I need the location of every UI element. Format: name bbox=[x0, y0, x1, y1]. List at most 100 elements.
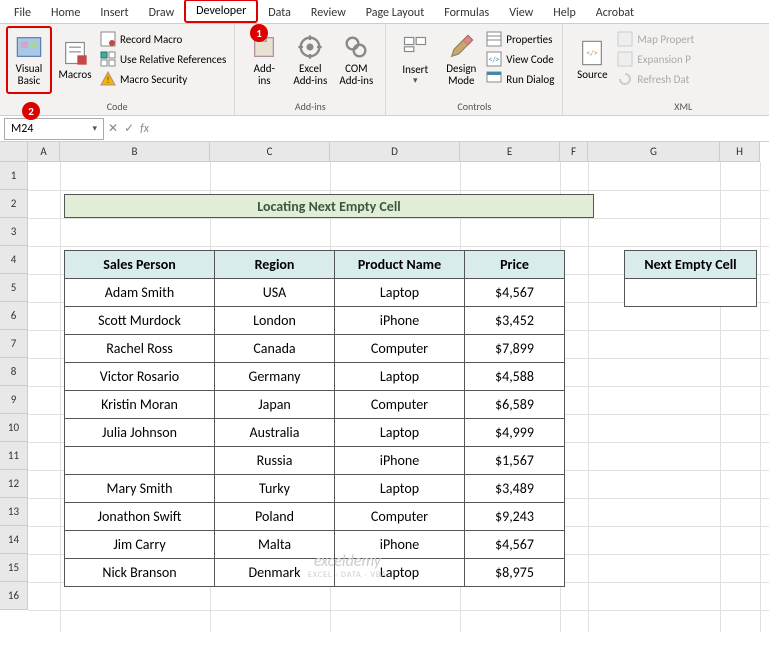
source-button[interactable]: </> Source bbox=[569, 26, 615, 94]
table-cell[interactable]: Kristin Moran bbox=[65, 391, 215, 419]
tab-home[interactable]: Home bbox=[41, 3, 90, 23]
table-cell[interactable]: $6,589 bbox=[465, 391, 565, 419]
row-header-11[interactable]: 11 bbox=[0, 442, 28, 470]
tab-review[interactable]: Review bbox=[301, 3, 356, 23]
table-cell[interactable]: $9,243 bbox=[465, 503, 565, 531]
tab-file[interactable]: File bbox=[4, 3, 41, 23]
table-cell[interactable]: Adam Smith bbox=[65, 279, 215, 307]
col-header-B[interactable]: B bbox=[60, 142, 210, 162]
view-code-button[interactable]: </> View Code bbox=[484, 50, 556, 68]
table-cell[interactable]: $1,567 bbox=[465, 447, 565, 475]
col-header-D[interactable]: D bbox=[330, 142, 460, 162]
col-header-C[interactable]: C bbox=[210, 142, 330, 162]
col-header-H[interactable]: H bbox=[720, 142, 760, 162]
enter-icon[interactable]: ✓ bbox=[124, 121, 134, 136]
row-header-6[interactable]: 6 bbox=[0, 302, 28, 330]
table-cell[interactable]: $7,899 bbox=[465, 335, 565, 363]
table-cell[interactable]: $4,999 bbox=[465, 419, 565, 447]
row-header-8[interactable]: 8 bbox=[0, 358, 28, 386]
row-header-3[interactable]: 3 bbox=[0, 218, 28, 246]
table-cell[interactable]: Laptop bbox=[335, 419, 465, 447]
table-cell[interactable]: Laptop bbox=[335, 475, 465, 503]
table-cell[interactable]: Victor Rosario bbox=[65, 363, 215, 391]
formula-bar[interactable] bbox=[155, 119, 769, 139]
table-cell[interactable]: Poland bbox=[215, 503, 335, 531]
tab-page-layout[interactable]: Page Layout bbox=[356, 3, 434, 23]
table-cell[interactable]: Julia Johnson bbox=[65, 419, 215, 447]
relative-refs-button[interactable]: Use Relative References bbox=[98, 50, 228, 68]
table-cell[interactable]: $4,588 bbox=[465, 363, 565, 391]
col-header-G[interactable]: G bbox=[588, 142, 720, 162]
table-cell[interactable]: Rachel Ross bbox=[65, 335, 215, 363]
table-cell[interactable]: iPhone bbox=[335, 307, 465, 335]
table-cell[interactable]: Turky bbox=[215, 475, 335, 503]
row-header-16[interactable]: 16 bbox=[0, 582, 28, 610]
record-macro-button[interactable]: Record Macro bbox=[98, 30, 228, 48]
chevron-down-icon[interactable]: ▾ bbox=[92, 123, 97, 134]
tab-acrobat[interactable]: Acrobat bbox=[586, 3, 644, 23]
table-cell[interactable]: Russia bbox=[215, 447, 335, 475]
row-header-9[interactable]: 9 bbox=[0, 386, 28, 414]
row-header-2[interactable]: 2 bbox=[0, 190, 28, 218]
row-header-1[interactable]: 1 bbox=[0, 162, 28, 190]
col-header-F[interactable]: F bbox=[560, 142, 588, 162]
tab-help[interactable]: Help bbox=[543, 3, 586, 23]
insert-button[interactable]: Insert ▾ bbox=[392, 26, 438, 94]
table-cell[interactable]: Nick Branson bbox=[65, 559, 215, 587]
cancel-icon[interactable]: ✕ bbox=[108, 121, 118, 136]
row-header-10[interactable]: 10 bbox=[0, 414, 28, 442]
row-header-13[interactable]: 13 bbox=[0, 498, 28, 526]
table-cell[interactable]: Australia bbox=[215, 419, 335, 447]
macro-security-button[interactable]: ! Macro Security bbox=[98, 70, 228, 88]
table-cell[interactable]: Germany bbox=[215, 363, 335, 391]
select-all-corner[interactable] bbox=[0, 142, 28, 162]
row-header-12[interactable]: 12 bbox=[0, 470, 28, 498]
table-cell[interactable]: Jonathon Swift bbox=[65, 503, 215, 531]
row-header-4[interactable]: 4 bbox=[0, 246, 28, 274]
side-cell[interactable] bbox=[625, 279, 757, 307]
properties-button[interactable]: Properties bbox=[484, 30, 556, 48]
tab-formulas[interactable]: Formulas bbox=[434, 3, 499, 23]
table-cell[interactable] bbox=[65, 447, 215, 475]
table-cell[interactable]: $8,975 bbox=[465, 559, 565, 587]
table-cell[interactable]: Computer bbox=[335, 503, 465, 531]
table-cell[interactable]: $3,452 bbox=[465, 307, 565, 335]
table-cell[interactable]: Computer bbox=[335, 391, 465, 419]
row-header-5[interactable]: 5 bbox=[0, 274, 28, 302]
cells-area[interactable]: Locating Next Empty Cell Sales PersonReg… bbox=[28, 162, 769, 632]
macros-button[interactable]: Macros bbox=[52, 26, 98, 94]
table-cell[interactable]: Computer bbox=[335, 335, 465, 363]
visual-basic-label: Visual Basic bbox=[16, 63, 43, 87]
table-cell[interactable]: Mary Smith bbox=[65, 475, 215, 503]
row-header-15[interactable]: 15 bbox=[0, 554, 28, 582]
table-cell[interactable]: iPhone bbox=[335, 447, 465, 475]
table-cell[interactable]: Japan bbox=[215, 391, 335, 419]
visual-basic-button[interactable]: Visual Basic bbox=[6, 26, 52, 94]
tab-view[interactable]: View bbox=[499, 3, 543, 23]
tab-insert[interactable]: Insert bbox=[90, 3, 138, 23]
excel-addins-button[interactable]: Excel Add-ins bbox=[287, 26, 333, 94]
table-cell[interactable]: Laptop bbox=[335, 363, 465, 391]
col-header-A[interactable]: A bbox=[28, 142, 60, 162]
row-header-7[interactable]: 7 bbox=[0, 330, 28, 358]
tab-developer[interactable]: Developer bbox=[184, 0, 258, 23]
col-header-E[interactable]: E bbox=[460, 142, 560, 162]
run-dialog-button[interactable]: Run Dialog bbox=[484, 70, 556, 88]
table-cell[interactable]: Canada bbox=[215, 335, 335, 363]
table-cell[interactable]: Laptop bbox=[335, 279, 465, 307]
design-mode-button[interactable]: Design Mode bbox=[438, 26, 484, 94]
table-cell[interactable]: Scott Murdock bbox=[65, 307, 215, 335]
com-addins-button[interactable]: COM Add-ins bbox=[333, 26, 379, 94]
table-cell[interactable]: USA bbox=[215, 279, 335, 307]
table-cell[interactable]: $3,489 bbox=[465, 475, 565, 503]
tab-draw[interactable]: Draw bbox=[139, 3, 185, 23]
name-box[interactable]: M24 ▾ bbox=[4, 118, 104, 140]
table-cell[interactable]: $4,567 bbox=[465, 279, 565, 307]
table-cell[interactable]: London bbox=[215, 307, 335, 335]
table-cell[interactable]: $4,567 bbox=[465, 531, 565, 559]
tab-data[interactable]: Data bbox=[258, 3, 301, 23]
table-cell[interactable]: Jim Carry bbox=[65, 531, 215, 559]
row-header-14[interactable]: 14 bbox=[0, 526, 28, 554]
chevron-down-icon: ▾ bbox=[413, 76, 418, 86]
fx-icon[interactable]: fx bbox=[140, 122, 149, 136]
